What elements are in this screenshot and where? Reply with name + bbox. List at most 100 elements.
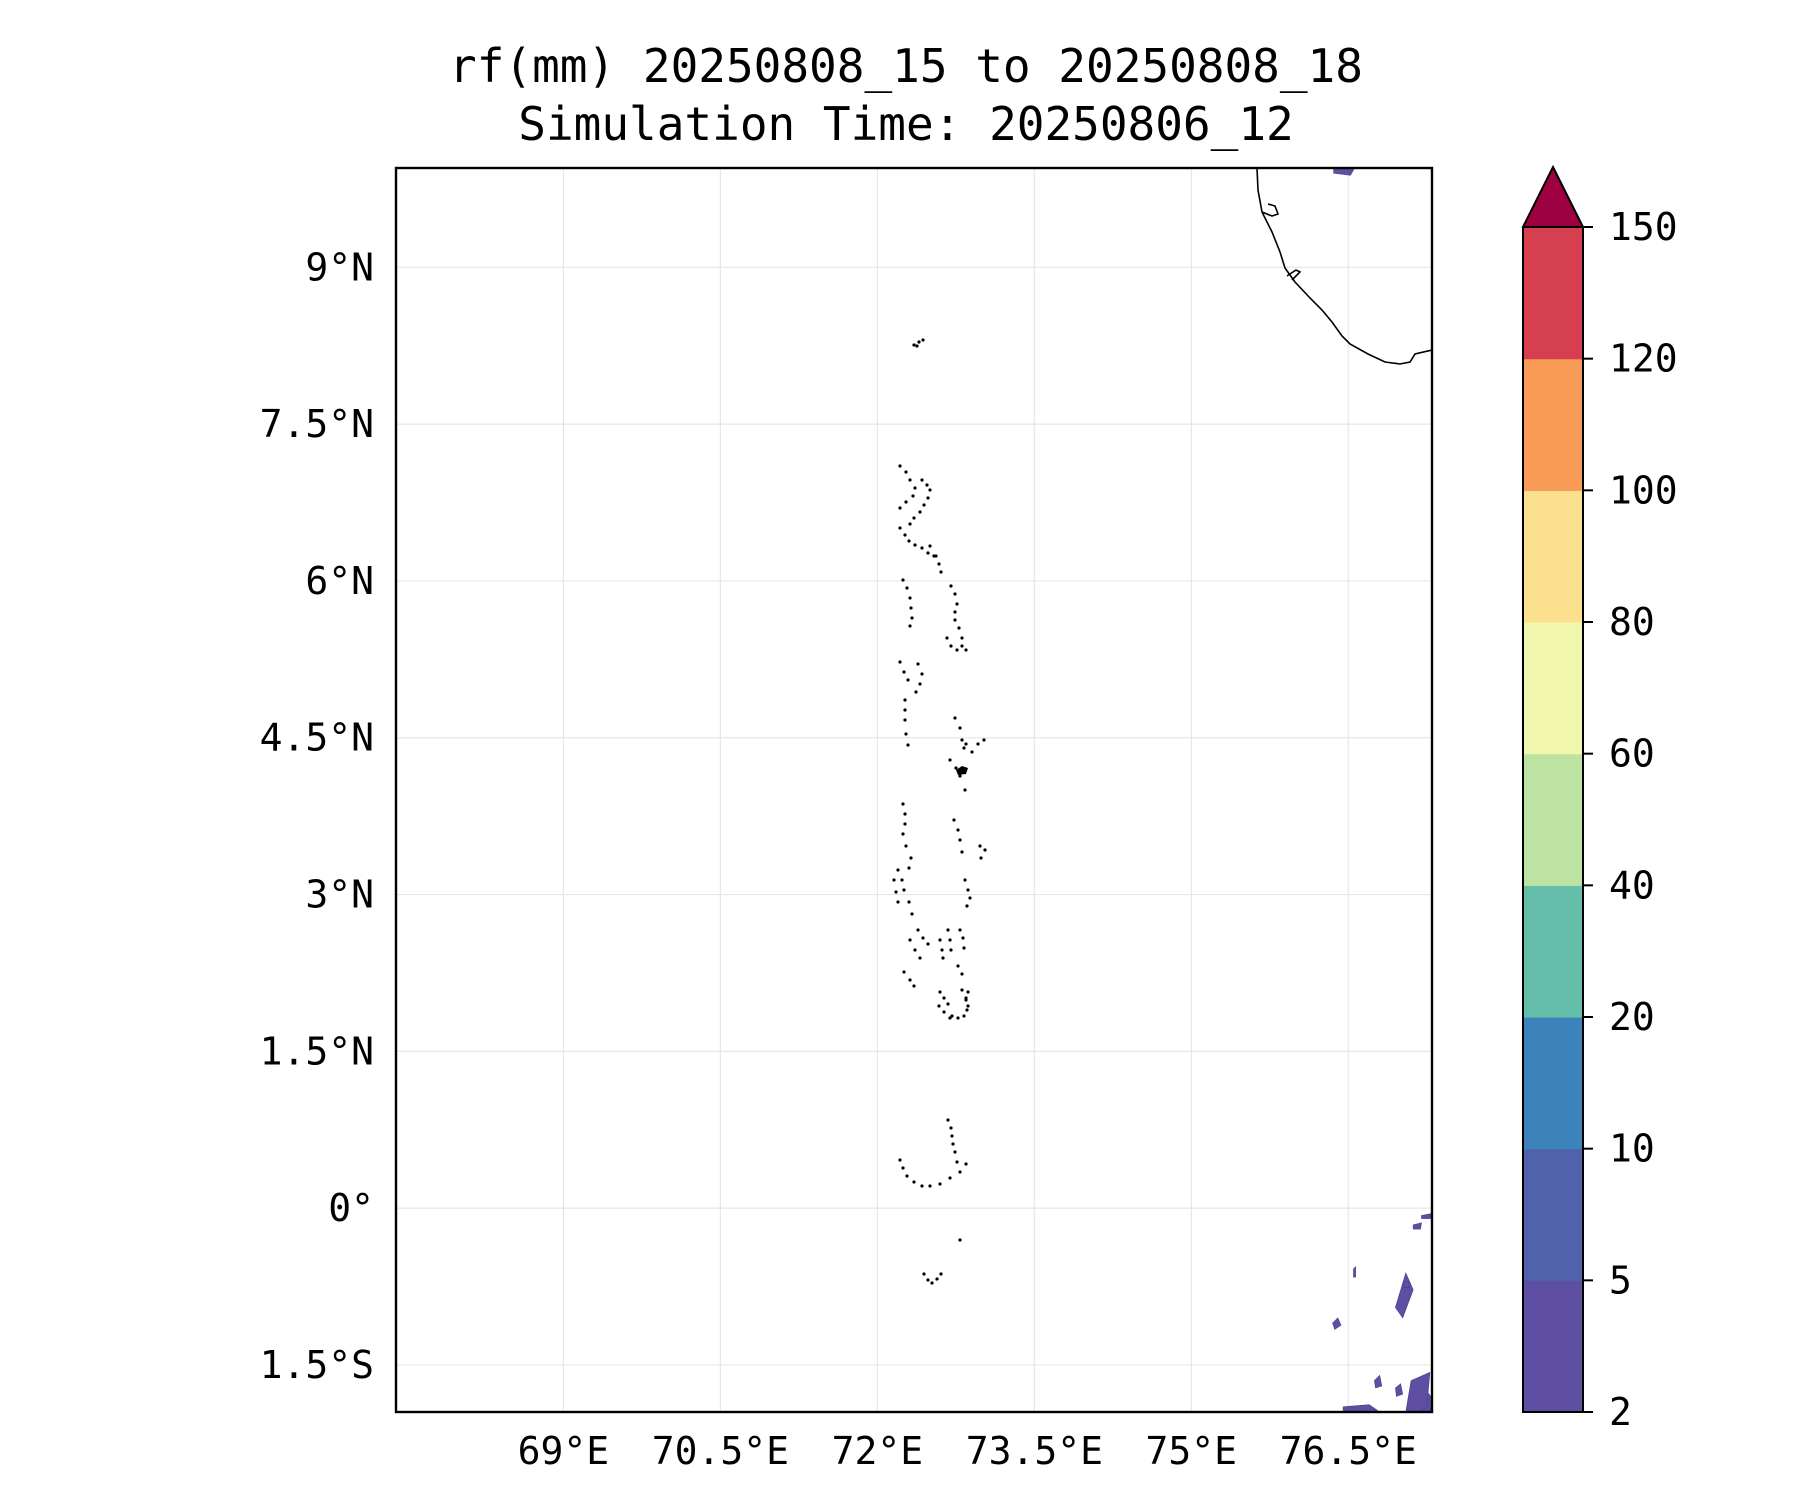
island-dot bbox=[911, 494, 915, 498]
island-dot bbox=[952, 818, 956, 822]
island-dot bbox=[908, 478, 912, 482]
island-dot bbox=[913, 543, 917, 547]
y-tick-label: 1.5°N bbox=[260, 1029, 374, 1073]
island-dot bbox=[920, 1184, 924, 1188]
island-dot bbox=[906, 743, 910, 747]
colorbar-band bbox=[1523, 358, 1583, 491]
island-dot bbox=[904, 732, 908, 736]
island-dot bbox=[920, 672, 924, 676]
island-dot bbox=[914, 690, 918, 694]
longitude-tick-labels: 69°E 70.5°E 72°E 73.5°E 75°E 76.5°E bbox=[518, 1429, 1417, 1473]
island-dot bbox=[922, 503, 926, 507]
colorbar-tick-label: 150 bbox=[1609, 205, 1678, 249]
map-panel: 69°E 70.5°E 72°E 73.5°E 75°E 76.5°E 9°N 7.5°N 6… bbox=[260, 166, 1458, 1473]
island-dot bbox=[976, 742, 980, 746]
y-tick-label: 7.5°N bbox=[260, 402, 374, 446]
island-dot bbox=[907, 539, 911, 543]
island-dot bbox=[966, 990, 970, 994]
island-dot bbox=[903, 822, 907, 826]
island-dot bbox=[954, 766, 958, 770]
island-dot bbox=[942, 1010, 946, 1014]
island-dot bbox=[948, 1016, 952, 1020]
lat-lon-gridlines bbox=[396, 168, 1432, 1412]
island-dot bbox=[902, 670, 906, 674]
rain-contour bbox=[1453, 1290, 1458, 1307]
island-dot bbox=[915, 344, 919, 348]
rain-contour bbox=[1450, 1252, 1458, 1275]
island-dot bbox=[904, 470, 908, 474]
map-title-line-1: rf(mm) 20250808_15 to 20250808_18 bbox=[449, 39, 1363, 93]
island-dot bbox=[957, 626, 961, 630]
island-dot bbox=[922, 1272, 926, 1276]
island-dot bbox=[898, 526, 902, 530]
colorbar-tick-label: 2 bbox=[1609, 1390, 1632, 1434]
island-dot bbox=[905, 1174, 909, 1178]
colorbar-band bbox=[1523, 490, 1583, 623]
island-dot bbox=[921, 338, 925, 342]
island-dot bbox=[900, 878, 904, 882]
island-dot bbox=[960, 636, 964, 640]
rain-contour bbox=[1332, 1317, 1342, 1330]
island-dot bbox=[925, 483, 929, 487]
island-dot bbox=[964, 742, 968, 746]
island-dot bbox=[958, 928, 962, 932]
rain-contour bbox=[1342, 1404, 1381, 1412]
y-tick-label: 0° bbox=[328, 1186, 374, 1230]
colorbar-tick-label: 120 bbox=[1609, 337, 1678, 381]
island-dot bbox=[926, 496, 930, 500]
island-dot bbox=[905, 586, 909, 590]
island-dot bbox=[926, 942, 930, 946]
island-dot bbox=[958, 1170, 962, 1174]
island-dot bbox=[920, 478, 924, 482]
island-dot bbox=[928, 1184, 932, 1188]
x-tick-label: 76.5°E bbox=[1280, 1429, 1417, 1473]
island-dot bbox=[955, 648, 959, 652]
island-dot bbox=[898, 660, 902, 664]
island-dot bbox=[938, 1182, 942, 1186]
island-dot bbox=[894, 890, 898, 894]
colorbar-band bbox=[1523, 1148, 1583, 1281]
island-dot bbox=[955, 602, 959, 606]
island-dot bbox=[912, 984, 916, 988]
map-frame bbox=[394, 166, 1434, 1414]
island-dot bbox=[960, 972, 964, 976]
island-dot bbox=[901, 1166, 905, 1170]
colorbar-tick-label: 20 bbox=[1609, 995, 1655, 1039]
island-dot bbox=[950, 1134, 954, 1138]
island-dot bbox=[902, 970, 906, 974]
coastline-backwater bbox=[1286, 269, 1302, 281]
island-dot bbox=[951, 1142, 955, 1146]
island-dot bbox=[939, 1272, 943, 1276]
island-dot bbox=[940, 948, 944, 952]
island-dot bbox=[953, 592, 957, 596]
island-dot bbox=[935, 1277, 939, 1281]
island-dot bbox=[939, 570, 943, 574]
y-tick-label: 1.5°S bbox=[260, 1343, 374, 1387]
island-dot bbox=[896, 900, 900, 904]
island-dot bbox=[913, 948, 917, 952]
island-dot bbox=[966, 888, 970, 892]
island-dot bbox=[912, 343, 916, 347]
island-dot bbox=[958, 838, 962, 842]
island-dot bbox=[937, 562, 941, 566]
island-dot bbox=[938, 990, 942, 994]
island-dot bbox=[918, 682, 922, 686]
colorbar-band bbox=[1523, 1017, 1583, 1150]
colorbar-band bbox=[1523, 622, 1583, 755]
island-dot bbox=[934, 554, 938, 558]
x-tick-label: 72°E bbox=[832, 1429, 924, 1473]
island-dot bbox=[907, 866, 911, 870]
island-dot bbox=[926, 551, 930, 555]
island-dot bbox=[978, 844, 982, 848]
island-dot bbox=[964, 648, 968, 652]
island-dot bbox=[966, 1004, 970, 1008]
island-dot bbox=[909, 856, 913, 860]
island-dot bbox=[921, 936, 925, 940]
colorbar-band bbox=[1523, 885, 1583, 1018]
island-dot bbox=[968, 896, 972, 900]
y-tick-label: 3°N bbox=[305, 873, 374, 917]
island-dot bbox=[949, 644, 953, 648]
island-dot bbox=[963, 878, 967, 882]
map-title-line-2: Simulation Time: 20250806_12 bbox=[518, 97, 1293, 151]
island-dot bbox=[908, 978, 912, 982]
